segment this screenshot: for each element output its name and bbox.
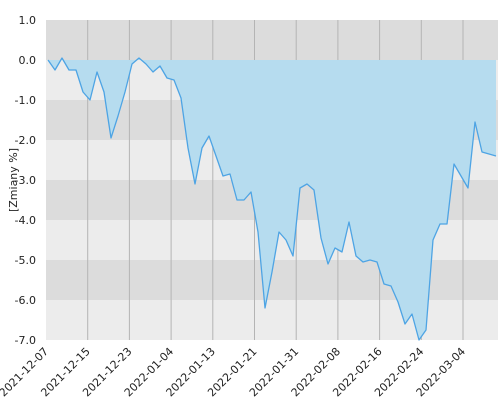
y-tick-label: -1.0 [15, 94, 36, 107]
y-tick-labels: 1.0 0.0 -1.0 -2.0 -3.0 -4.0 -5.0 -6.0 -7.0 [15, 14, 36, 347]
grid-band [46, 20, 498, 60]
y-tick-label: -7.0 [15, 334, 36, 347]
y-tick-label: -6.0 [15, 294, 36, 307]
y-axis-label: [Zmiany %] [7, 148, 20, 212]
series-line [47, 57, 497, 341]
y-tick-label: -2.0 [15, 134, 36, 147]
series-area [48, 58, 496, 340]
y-tick-label: -3.0 [15, 174, 36, 187]
y-tick-label: -4.0 [15, 214, 36, 227]
x-tick-labels: 2021-12-072021-12-152021-12-232022-01-04… [0, 345, 468, 399]
y-tick-label: -5.0 [15, 254, 36, 267]
grid-band [46, 300, 498, 340]
y-tick-label: 0.0 [19, 54, 37, 67]
y-tick-label: 1.0 [19, 14, 37, 27]
